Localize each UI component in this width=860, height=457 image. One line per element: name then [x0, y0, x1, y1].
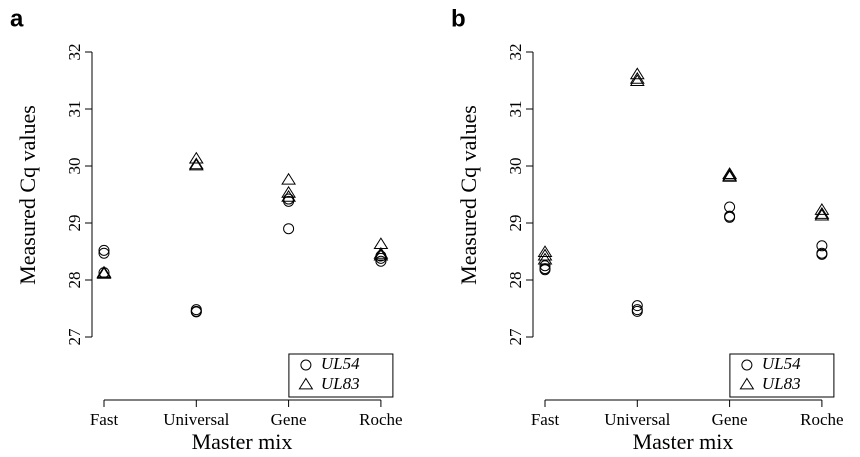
legend-box	[729, 353, 835, 398]
legend-marker	[739, 377, 755, 390]
y-tick-label: 27	[506, 328, 525, 346]
x-axis-label: Master mix	[633, 429, 734, 454]
x-tick-label: Universal	[163, 410, 229, 429]
data-point	[724, 201, 736, 213]
data-point	[188, 157, 204, 170]
data-point	[539, 260, 551, 272]
data-point	[537, 252, 553, 265]
y-tick-label: 28	[506, 272, 525, 289]
x-tick-label: Gene	[271, 410, 307, 429]
data-point	[629, 67, 645, 80]
data-point	[188, 151, 204, 164]
data-point	[375, 255, 387, 267]
data-point	[539, 264, 551, 276]
data-point	[98, 247, 110, 259]
data-point	[283, 223, 295, 235]
x-tick-label: Universal	[604, 410, 670, 429]
data-point	[629, 74, 645, 87]
data-point	[722, 167, 738, 179]
data-point	[631, 305, 643, 317]
y-tick-label: 31	[65, 101, 84, 118]
data-point	[190, 306, 202, 318]
data-point	[722, 168, 738, 181]
data-point	[373, 246, 389, 259]
y-tick-label: 29	[65, 215, 84, 232]
data-point	[631, 300, 643, 312]
x-tick-label: Roche	[800, 410, 843, 429]
data-point	[281, 172, 297, 185]
y-axis-label: Measured Cq values	[456, 105, 481, 285]
legend-label: UL83	[762, 374, 801, 393]
panel-label: b	[451, 5, 466, 32]
data-point	[98, 244, 110, 256]
legend-label: UL54	[321, 354, 360, 373]
data-point	[188, 158, 204, 171]
data-point	[373, 248, 389, 261]
legend-label: UL83	[321, 374, 360, 393]
data-point	[814, 203, 830, 215]
y-axis-label: Measured Cq values	[15, 105, 40, 285]
data-point	[816, 240, 828, 252]
data-point	[814, 207, 830, 219]
y-tick-label: 32	[65, 44, 84, 61]
data-point	[537, 248, 553, 261]
legend-marker	[741, 359, 753, 371]
data-point	[816, 248, 828, 260]
y-tick-label: 28	[65, 272, 84, 289]
y-tick-label: 30	[65, 158, 84, 175]
x-tick-label: Gene	[712, 410, 748, 429]
panel-label: a	[10, 5, 24, 32]
x-tick-label: Fast	[90, 410, 119, 429]
data-point	[96, 266, 112, 279]
y-tick-label: 29	[506, 215, 525, 232]
data-point	[814, 208, 830, 221]
legend-box	[288, 353, 394, 398]
legend-marker	[300, 359, 312, 371]
data-point	[537, 245, 553, 258]
y-tick-label: 27	[65, 328, 84, 346]
legend-marker	[298, 377, 314, 390]
data-point	[281, 189, 297, 202]
x-tick-label: Roche	[359, 410, 402, 429]
data-point	[722, 169, 738, 182]
x-axis-label: Master mix	[192, 429, 293, 454]
y-tick-label: 32	[506, 44, 525, 61]
y-tick-label: 30	[506, 158, 525, 175]
data-point	[629, 71, 645, 84]
x-tick-label: Fast	[531, 410, 560, 429]
legend-label: UL54	[762, 354, 801, 373]
data-point	[724, 211, 736, 223]
y-tick-label: 31	[506, 101, 525, 118]
data-point	[281, 185, 297, 198]
